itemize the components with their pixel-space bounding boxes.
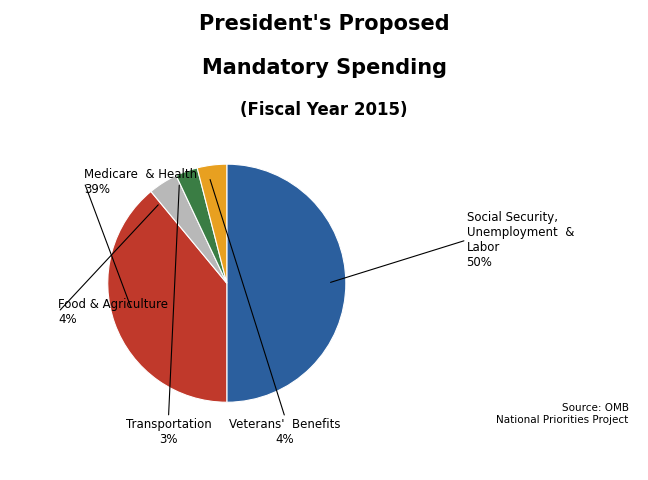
Text: Social Security,
Unemployment  &
Labor
50%: Social Security, Unemployment & Labor 50… (467, 211, 574, 269)
Text: Ⓒ  BY-NC: Ⓒ BY-NC (538, 446, 583, 456)
Text: President's Proposed: President's Proposed (199, 14, 449, 35)
Wedge shape (176, 168, 227, 283)
Wedge shape (108, 192, 227, 402)
Text: Veterans'  Benefits
4%: Veterans' Benefits 4% (229, 418, 341, 445)
Wedge shape (151, 176, 227, 283)
Text: Medicare  & Health
39%: Medicare & Health 39% (84, 168, 198, 196)
Text: Mandatory Spending: Mandatory Spending (202, 58, 446, 78)
Text: (Fiscal Year 2015): (Fiscal Year 2015) (240, 101, 408, 119)
Text: Transportation
3%: Transportation 3% (126, 418, 211, 445)
Wedge shape (197, 164, 227, 283)
Wedge shape (227, 164, 346, 402)
Text: Food & Agriculture
4%: Food & Agriculture 4% (58, 298, 168, 326)
Text: Source: OMB
National Priorities Project: Source: OMB National Priorities Project (496, 403, 629, 425)
